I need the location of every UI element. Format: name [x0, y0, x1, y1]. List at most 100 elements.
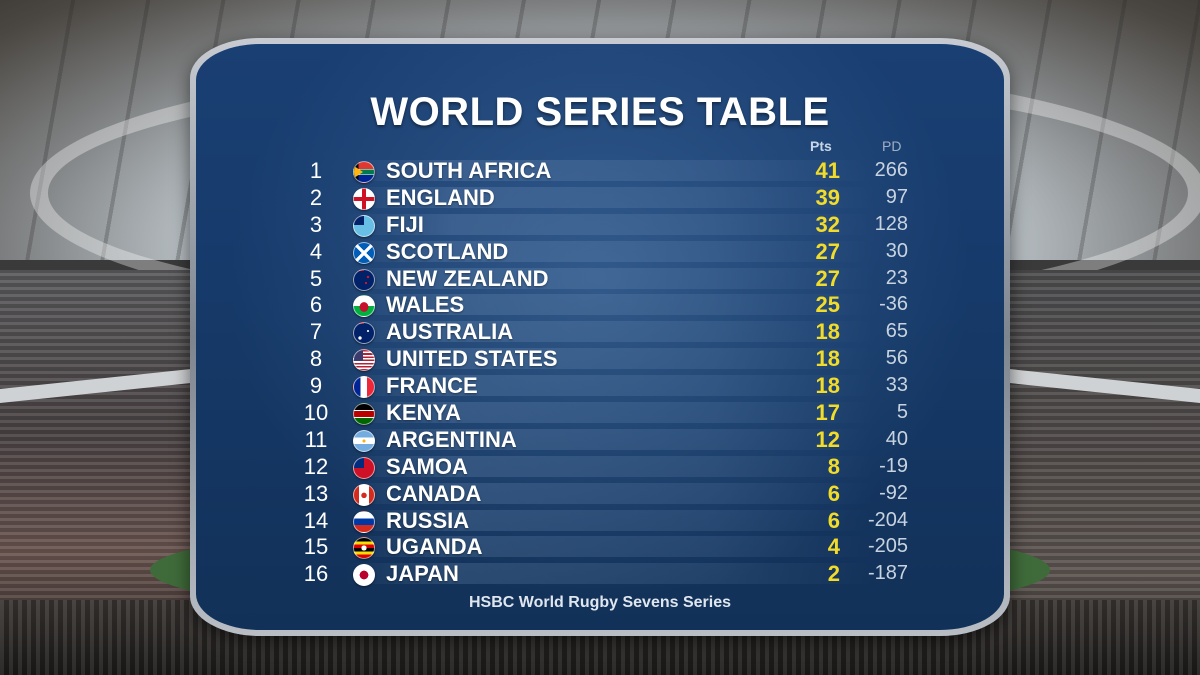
team-name: ARGENTINA [386, 426, 517, 452]
points: 32 [815, 211, 840, 237]
point-difference: -19 [879, 454, 908, 477]
rank: 15 [303, 534, 329, 560]
row-band [346, 240, 874, 262]
rank: 8 [309, 346, 323, 372]
points: 27 [815, 265, 840, 291]
rank: 14 [303, 507, 329, 533]
point-difference: -92 [879, 481, 908, 504]
rank: 10 [303, 400, 329, 426]
row-band [346, 428, 874, 450]
rank: 9 [309, 373, 323, 399]
team-name: WALES [386, 292, 465, 318]
rank: 12 [303, 453, 329, 479]
point-difference: 33 [885, 374, 908, 397]
point-difference: 56 [885, 347, 908, 370]
team-name: AUSTRALIA [386, 319, 514, 345]
row-band [346, 321, 874, 343]
table-row: 5 NEW ZEALAND 27 23 [196, 265, 1004, 292]
standings-panel-screen: WORLD SERIES TABLE Pts PD 1 SOUTH AFRICA 4… [196, 44, 1004, 630]
table-row: 11 ARGENTINA 12 40 [196, 426, 1004, 453]
rank: 5 [309, 265, 323, 291]
points: 25 [815, 292, 840, 318]
united-states-flag [353, 349, 375, 372]
series-footer: HSBC World Rugby Sevens Series [469, 594, 731, 611]
france-flag [353, 376, 375, 399]
point-difference: 40 [885, 427, 908, 450]
point-difference: -36 [879, 293, 908, 316]
points-column-header: Pts [810, 138, 832, 154]
team-name: NEW ZEALAND [386, 265, 549, 291]
kenya-flag [353, 403, 375, 426]
team-name: SCOTLAND [386, 238, 509, 264]
points: 41 [815, 158, 840, 183]
team-name: SOUTH AFRICA [386, 158, 552, 183]
table-row: 12 SAMOA 8 -19 [196, 453, 1004, 480]
table-row: 15 UGANDA 4 -205 [196, 533, 1004, 560]
points: 4 [827, 534, 840, 560]
row-band [346, 563, 874, 585]
point-difference: -205 [867, 535, 908, 558]
england-flag [353, 187, 375, 210]
fiji-flag [353, 214, 375, 237]
rank: 3 [309, 211, 323, 237]
table-row: 9 FRANCE 18 33 [196, 372, 1004, 399]
row-band [346, 348, 874, 370]
table-title: WORLD SERIES TABLE [370, 90, 830, 134]
row-band [346, 375, 874, 397]
table-row: 16 JAPAN 2 -187 [196, 560, 1004, 587]
rank: 4 [309, 238, 323, 264]
rank: 7 [309, 319, 323, 345]
point-difference-column-header: PD [882, 138, 902, 154]
point-difference: 23 [885, 266, 908, 289]
row-band [346, 482, 874, 504]
points: 2 [827, 561, 840, 587]
points: 8 [827, 453, 840, 479]
point-difference: 266 [874, 159, 908, 181]
table-row: 4 SCOTLAND 27 30 [196, 238, 1004, 265]
rank: 16 [303, 561, 329, 587]
table-row: 6 WALES 25 -36 [196, 291, 1004, 318]
standings-panel: WORLD SERIES TABLE Pts PD 1 SOUTH AFRICA 4… [190, 38, 1010, 636]
points: 6 [827, 480, 840, 506]
table-row: 7 AUSTRALIA 18 65 [196, 318, 1004, 345]
table-row: 2 ENGLAND 39 97 [196, 184, 1004, 211]
row-band [346, 186, 874, 208]
canada-flag [353, 483, 375, 506]
wales-flag [353, 295, 375, 318]
rank: 1 [309, 158, 323, 183]
points: 12 [815, 426, 840, 452]
samoa-flag [353, 456, 375, 479]
japan-flag [353, 564, 375, 587]
table-row: 8 UNITED STATES 18 56 [196, 345, 1004, 372]
russia-flag [353, 510, 375, 533]
point-difference: 65 [885, 320, 908, 343]
points: 18 [815, 319, 840, 345]
team-name: ENGLAND [386, 184, 495, 210]
table-row: 10 KENYA 17 5 [196, 399, 1004, 426]
team-name: FIJI [386, 211, 424, 237]
new-zealand-flag [353, 268, 375, 291]
row-band [346, 160, 874, 181]
row-band [346, 536, 874, 558]
team-name: FRANCE [386, 373, 478, 399]
team-name: JAPAN [386, 561, 459, 587]
row-band [346, 455, 874, 477]
table-row: 1 SOUTH AFRICA 41 266 [196, 157, 1004, 184]
points: 6 [827, 507, 840, 533]
row-band [346, 213, 874, 235]
standings-rows: 1 SOUTH AFRICA 41 266 2 ENGLAND 39 97 3 FIJI 32 128… [196, 157, 1004, 587]
rank: 11 [304, 426, 328, 452]
team-name: UGANDA [386, 534, 483, 560]
point-difference: 97 [885, 185, 908, 208]
point-difference: 5 [896, 401, 908, 424]
australia-flag [353, 322, 375, 345]
point-difference: 30 [885, 239, 908, 262]
rank: 2 [309, 184, 323, 210]
table-row: 3 FIJI 32 128 [196, 211, 1004, 238]
row-band [346, 294, 874, 316]
row-band [346, 402, 874, 424]
points: 39 [815, 184, 840, 210]
scotland-flag [353, 241, 375, 264]
team-name: KENYA [386, 400, 461, 426]
uganda-flag [353, 537, 375, 560]
